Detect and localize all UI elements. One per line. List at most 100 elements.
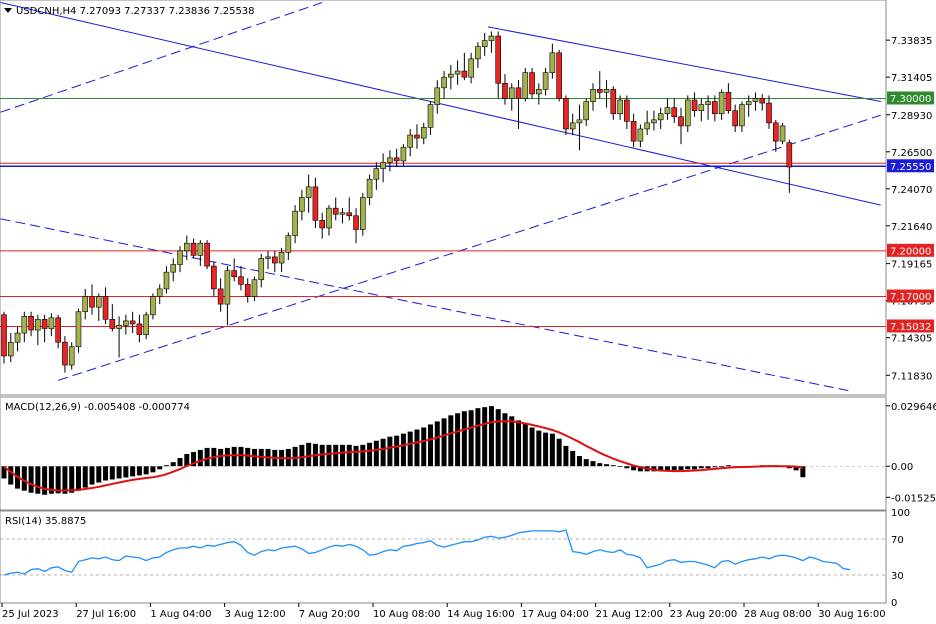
candle-body	[400, 146, 407, 162]
macd-bar	[157, 466, 163, 470]
candles[interactable]	[1, 31, 793, 373]
candle-body	[651, 119, 657, 124]
rsi-tick-label: 0	[891, 598, 897, 609]
macd-bar	[197, 449, 203, 467]
candle-body	[373, 168, 380, 180]
candle-body	[745, 101, 752, 105]
candle-body	[244, 284, 251, 297]
macd-bar	[367, 442, 373, 467]
trend-lines[interactable]	[0, 2, 881, 392]
macd-bar	[468, 410, 474, 467]
candle-body	[596, 89, 603, 93]
macd-tick-label: -0.015254	[891, 493, 936, 504]
candle-body	[515, 87, 522, 99]
candle-body	[326, 207, 332, 229]
macd-bar	[116, 466, 122, 479]
macd-bar	[421, 427, 427, 467]
candle-body	[217, 288, 224, 305]
macd-signal-line	[3, 420, 804, 492]
macd-label: MACD(12,26,9) -0.005408 -0.000774	[5, 402, 190, 413]
level-tag	[887, 243, 934, 257]
macd-bar	[394, 435, 400, 467]
candle-body	[95, 296, 102, 308]
candle-body	[163, 271, 170, 290]
macd-bar	[712, 466, 718, 468]
time-tick-label: 1 Aug 04:00	[150, 609, 211, 620]
candle-body	[366, 178, 373, 198]
dropdown-arrow-icon[interactable]	[4, 8, 12, 13]
candle-body	[7, 341, 14, 357]
macd-bar	[306, 442, 312, 467]
candle-body	[21, 316, 28, 334]
candle-body	[759, 98, 766, 104]
level-tag	[887, 159, 934, 173]
macd-bar	[597, 463, 603, 467]
rsi-tick-label: 70	[891, 535, 904, 546]
candle-body	[508, 87, 515, 99]
macd-bar	[800, 466, 806, 478]
candle-body	[89, 296, 95, 308]
time-tick-label: 25 Jul 2023	[2, 609, 59, 620]
macd-bar	[590, 461, 596, 467]
macd-bar	[604, 464, 610, 467]
candle-body	[305, 186, 312, 198]
macd-bar	[251, 448, 257, 467]
macd-bar	[400, 433, 406, 467]
macd-bar	[576, 456, 582, 467]
trend-line	[0, 2, 881, 206]
candle-body	[319, 220, 325, 229]
time-tick-label: 23 Aug 20:00	[670, 609, 737, 620]
candle-body	[170, 264, 177, 273]
candle-body	[590, 89, 596, 102]
candle-body	[420, 127, 427, 139]
candle-body	[271, 256, 278, 264]
candle-body	[786, 142, 793, 168]
candle-body	[576, 119, 583, 124]
macd-bar	[326, 444, 332, 467]
candle-body	[156, 288, 163, 297]
price-panel[interactable]: 7.33835 7.31405 7.28930 7.26500 7.24070 7.216…	[0, 0, 934, 396]
macd-bar	[617, 466, 623, 468]
time-tick-label: 30 Aug 16:00	[818, 609, 885, 620]
time-tick-label: 3 Aug 12:00	[225, 609, 286, 620]
candle-body	[705, 101, 711, 105]
macd-bar	[150, 466, 156, 473]
candle-body	[630, 121, 637, 142]
candle-body	[461, 70, 468, 78]
candle-body	[772, 122, 779, 142]
price-tick-label: 7.28930	[891, 111, 932, 122]
candle-body	[637, 128, 644, 142]
macd-bar	[224, 447, 230, 467]
candle-body	[251, 279, 258, 297]
macd-bar	[583, 459, 589, 467]
price-tick-label: 7.26500	[891, 148, 932, 159]
macd-bar	[549, 433, 555, 467]
candle-body	[136, 323, 143, 335]
macd-bar	[75, 466, 81, 491]
candle-body	[678, 116, 684, 127]
level-tag-label: 7.17000	[890, 292, 931, 303]
macd-bar	[191, 451, 197, 467]
candle-body	[671, 107, 678, 118]
macd-bar	[177, 458, 183, 467]
macd-bar	[414, 429, 420, 467]
rsi-axis: 100 70 30 0	[891, 508, 910, 609]
macd-bar	[21, 466, 27, 491]
candle-body	[664, 107, 671, 115]
macd-bar	[678, 466, 684, 471]
candle-body	[475, 46, 481, 60]
macd-bar	[570, 450, 576, 467]
candle-body	[414, 134, 420, 139]
dashed-trend-line	[58, 114, 881, 381]
candle-body	[55, 317, 61, 343]
candle-body	[339, 212, 346, 215]
candle-body	[698, 104, 705, 111]
macd-panel[interactable]: 0.029646 0.00 -0.015254 MACD(12,26,9) -0.0…	[0, 396, 936, 511]
candle-body	[62, 341, 68, 366]
candle-body	[712, 101, 718, 115]
macd-bar	[387, 436, 393, 467]
rsi-panel[interactable]: 100 70 30 0 RSI(14) 35.8875	[0, 508, 910, 609]
trend-line	[487, 26, 881, 103]
candle-body	[258, 258, 265, 281]
